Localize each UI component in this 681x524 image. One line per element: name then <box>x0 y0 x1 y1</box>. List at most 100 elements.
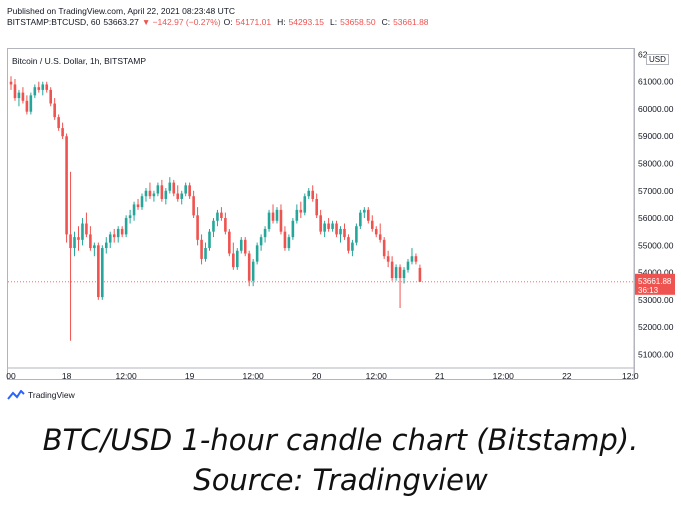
tradingview-logo[interactable]: TradingView <box>7 390 75 400</box>
currency-badge[interactable]: USD <box>646 54 669 65</box>
candle-body <box>132 204 136 216</box>
y-tick-label: 60000.00 <box>638 104 674 114</box>
candle-body <box>228 231 231 254</box>
candle-body <box>307 190 311 197</box>
candle-body <box>295 209 299 221</box>
price-tag-countdown: 36:13 <box>638 286 659 295</box>
x-tick-label: 12:00 <box>366 371 388 381</box>
y-tick-label: 53000.00 <box>638 295 674 305</box>
candle-body <box>224 218 227 232</box>
candle-body <box>367 209 370 221</box>
ohlc-header: BITSTAMP:BTCUSD, 60 53663.27 ▼ −142.97 (−0… <box>7 17 435 27</box>
candle-body <box>331 223 334 229</box>
x-tick-label: 20 <box>312 371 322 381</box>
candle-body <box>275 209 279 221</box>
candle-body <box>53 103 56 118</box>
candle-body <box>21 92 25 101</box>
candle-body <box>370 220 374 229</box>
close-value: 53661.88 <box>393 17 429 27</box>
candle-body <box>204 248 207 259</box>
candle-body <box>180 193 184 199</box>
candle-body <box>69 234 72 249</box>
x-tick-label: 22 <box>562 371 572 381</box>
y-tick-label: 52000.00 <box>638 322 674 332</box>
low-group: L: 53658.50 <box>330 17 379 27</box>
x-tick-label: 12:00 <box>115 371 137 381</box>
candle-body <box>390 261 394 279</box>
candle-body <box>112 234 116 238</box>
candle-body <box>116 228 120 238</box>
candle-body <box>323 223 326 232</box>
y-tick-label: 54000.00 <box>638 268 674 278</box>
candle-body <box>13 84 17 99</box>
price-tag <box>635 273 675 295</box>
candle-body <box>101 248 104 298</box>
candle-body <box>136 204 140 208</box>
candle-body <box>406 261 410 270</box>
candle-body <box>89 234 92 249</box>
candle-body <box>235 250 239 268</box>
candle-body <box>339 228 342 235</box>
candle-body <box>255 245 259 262</box>
candle-body <box>85 223 88 235</box>
candle-body <box>73 237 76 249</box>
candle-body <box>61 128 64 137</box>
candle-body <box>45 84 49 90</box>
candle-body <box>156 185 160 194</box>
candle-body <box>49 89 52 104</box>
candle-body <box>299 209 303 213</box>
candle-body <box>168 182 172 191</box>
candle-body <box>120 228 124 235</box>
candle-body <box>410 256 414 262</box>
open-group: O: 54171.01 <box>224 17 274 27</box>
candle-body <box>271 212 275 221</box>
high-value: 54293.15 <box>288 17 325 27</box>
candle-body <box>37 87 41 90</box>
candle-body <box>355 226 358 243</box>
candle-body <box>279 209 283 232</box>
x-tick-label: 12:00 <box>243 371 265 381</box>
figure-caption: BTC/USD 1-hour candle chart (Bitstamp). … <box>42 423 639 497</box>
candle-body <box>243 239 247 254</box>
candle-body <box>108 234 112 243</box>
candle-body <box>77 237 80 240</box>
candle-body <box>247 253 251 281</box>
published-line: Published on TradingView.com, April 22, … <box>7 6 236 16</box>
candlestick-chart[interactable]: 51000.00 52000.00 53000.00 54000.00 55000.00… <box>0 0 681 400</box>
candle-body <box>160 185 164 199</box>
candle-body <box>172 182 176 194</box>
candle-body <box>97 245 100 298</box>
candle-body <box>251 261 255 281</box>
candle-body <box>196 215 199 240</box>
candle-body <box>144 190 148 197</box>
low-value: 53658.50 <box>340 17 376 27</box>
candle-body <box>140 196 144 208</box>
candle-body <box>259 237 263 246</box>
candle-body <box>414 256 418 262</box>
y-tick-label: 51000.00 <box>638 349 674 359</box>
candle-body <box>311 190 315 199</box>
close-label: C: <box>381 17 391 27</box>
candle-body <box>57 117 60 129</box>
candle-body <box>232 253 235 268</box>
pane-title: Bitcoin / U.S. Dollar, 1h, BITSTAMP <box>12 56 146 66</box>
candle-body <box>239 239 243 251</box>
candle-body <box>93 245 96 249</box>
y-tick-label: 56000.00 <box>638 213 674 223</box>
x-tick-label: 12:0 <box>622 371 639 381</box>
candle-body <box>41 84 45 90</box>
candle-body <box>33 87 37 96</box>
x-tick-label: 00 <box>6 371 16 381</box>
low-label: L: <box>330 17 338 27</box>
last-price: 53663.27 <box>103 17 139 27</box>
x-tick-label: 18 <box>62 371 72 381</box>
candle-body <box>17 92 21 99</box>
candle-body <box>188 185 191 197</box>
candle-body <box>283 231 287 249</box>
candle-body <box>29 95 33 112</box>
open-value: 54171.01 <box>235 17 272 27</box>
candle-body <box>374 228 378 235</box>
candle-body <box>200 239 203 259</box>
candle-body <box>184 185 187 194</box>
candle-body <box>152 193 156 197</box>
